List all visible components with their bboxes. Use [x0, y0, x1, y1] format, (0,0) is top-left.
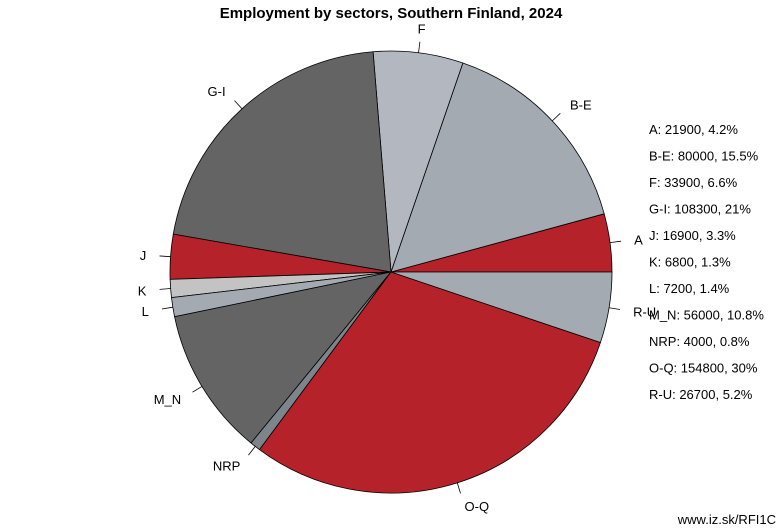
pie-slice-g-i	[172, 51, 392, 273]
legend-entry-k: K: 6800, 1.3%	[649, 255, 731, 270]
pie-label-tick-j	[159, 255, 171, 258]
pie-slice-label-l: L	[142, 304, 149, 319]
legend-entry-b-e: B-E: 80000, 15.5%	[649, 149, 759, 164]
chart-title: Employment by sectors, Southern Finland,…	[220, 5, 563, 22]
pie-slices	[169, 50, 613, 494]
pie-slice-o-q	[258, 271, 601, 494]
legend-entry-a: A: 21900, 4.2%	[649, 122, 738, 137]
pie-slice-labels: A B-E F G-I J KL M_N NRP O-Q R-U	[138, 22, 656, 514]
legend: A: 21900, 4.2% B-E: 80000, 15.5% F: 33900,…	[649, 122, 764, 402]
pie-slice-label-m-n: M_N	[154, 392, 181, 407]
pie-label-tick-f	[418, 41, 421, 53]
legend-entry-j: J: 16900, 3.3%	[649, 228, 736, 243]
legend-entry-f: F: 33900, 6.6%	[649, 175, 738, 190]
pie-slice-label-j: J	[140, 248, 147, 263]
pie-slice-label-g-i: G-I	[208, 84, 226, 99]
pie-slice-b-e	[390, 62, 605, 273]
pie-slice-label-o-q: O-Q	[465, 499, 490, 514]
pie-label-tick-m-n	[192, 386, 203, 393]
pie-slice-label-k: K	[138, 283, 147, 298]
pie-slice-m-n	[174, 271, 393, 444]
pie-slice-label-nrp: NRP	[213, 459, 240, 474]
legend-entry-g-i: G-I: 108300, 21%	[649, 202, 751, 217]
pie-label-tick-r-u	[609, 307, 621, 310]
source-credit: www.iz.sk/RFI1C	[677, 512, 776, 527]
pie-label-tick-k	[159, 288, 171, 290]
pie-label-tick-nrp	[248, 446, 256, 456]
pie-label-tick-g-i	[234, 100, 243, 110]
pie-slice-label-f: F	[418, 22, 426, 37]
pie-slice-label-r-u: R-U	[633, 305, 656, 320]
pie-label-tick-a	[609, 240, 622, 244]
pie-slice-label-b-e: B-E	[570, 97, 592, 112]
legend-entry-o-q: O-Q: 154800, 30%	[649, 361, 758, 376]
legend-entry-l: L: 7200, 1.4%	[649, 281, 730, 296]
pie-label-tick-l	[161, 306, 173, 310]
pie-label-tick-b-e	[551, 113, 561, 122]
pie-label-tick-o-q	[456, 482, 461, 494]
pie-slice-label-a: A	[634, 232, 643, 247]
legend-entry-r-u: R-U: 26700, 5.2%	[649, 387, 753, 402]
legend-entry-nrp: NRP: 4000, 0.8%	[649, 334, 750, 349]
legend-entry-m-n: M_N: 56000, 10.8%	[649, 308, 764, 323]
